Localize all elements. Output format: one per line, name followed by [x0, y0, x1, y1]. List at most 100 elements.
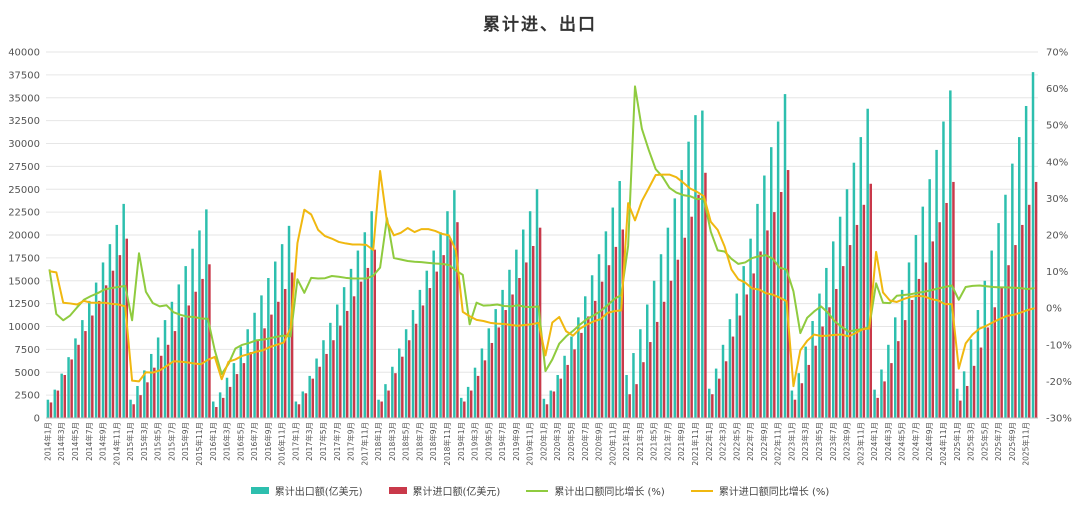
bar-import	[490, 342, 494, 418]
bar-import	[56, 390, 60, 418]
bar-import	[841, 266, 845, 418]
x-tick-label: 2024年5月	[897, 422, 907, 461]
bar-import	[1021, 224, 1024, 418]
legend-item-export-line[interactable]: 累计出口额同比增长 (%)	[526, 483, 665, 498]
y-right-tick-label: 70%	[1046, 48, 1068, 59]
x-tick-label: 2015年7月	[166, 422, 176, 461]
y-left-tick-label: 17500	[8, 253, 40, 264]
y-right-tick-label: -20%	[1046, 377, 1072, 388]
bar-import	[104, 285, 108, 418]
bar-export	[439, 232, 442, 418]
bar-export	[94, 282, 98, 418]
bar-export	[983, 280, 987, 418]
y-left-tick-label: 12500	[8, 299, 40, 310]
x-tick-label: 2018年11月	[442, 422, 452, 466]
bar-import	[208, 264, 211, 418]
bar-export	[790, 390, 794, 418]
bar-export	[639, 329, 642, 418]
bar-export	[322, 340, 325, 418]
bar-export	[466, 386, 470, 418]
bar-import	[938, 222, 941, 418]
bar-export	[473, 367, 477, 418]
bar-export	[308, 375, 311, 418]
bar-export	[74, 338, 77, 418]
bar-export	[115, 224, 119, 418]
bar-export	[143, 370, 146, 418]
bar-import	[883, 381, 886, 418]
bar-import	[332, 340, 335, 418]
bar-import	[903, 320, 907, 418]
y-left-tick-label: 37500	[8, 70, 40, 81]
x-tick-label: 2023年3月	[800, 422, 810, 461]
bar-export	[156, 337, 160, 418]
bar-export	[205, 209, 208, 418]
legend-item-import-line[interactable]: 累计进口额同比增长 (%)	[690, 483, 830, 498]
bar-import	[91, 315, 94, 418]
bar-import	[270, 314, 273, 418]
bar-import	[504, 310, 507, 418]
legend-item-export-bar[interactable]: 累计出口额(亿美元)	[250, 483, 363, 498]
bar-export	[198, 230, 201, 418]
bar-export	[990, 250, 993, 418]
bar-import	[442, 255, 445, 418]
x-tick-label: 2016年3月	[222, 422, 232, 461]
bar-export	[1031, 72, 1035, 418]
bar-export	[618, 181, 621, 418]
bar-import	[965, 385, 969, 418]
bar-import	[345, 310, 349, 418]
bar-export	[694, 115, 697, 418]
bar-export	[170, 301, 174, 418]
legend-label-import-line: 累计进口额同比增长 (%)	[718, 487, 830, 498]
bar-import	[311, 378, 315, 418]
x-tick-label: 2025年11月	[1021, 422, 1031, 466]
bar-import	[945, 202, 948, 418]
bar-import	[1027, 204, 1031, 418]
bar-export	[108, 244, 112, 418]
y-right-tick-label: 20%	[1046, 231, 1068, 242]
bar-export	[432, 250, 435, 418]
bar-export	[625, 374, 628, 418]
bar-import	[1014, 245, 1017, 418]
bar-import	[221, 397, 225, 418]
legend-swatch-export-bar	[250, 487, 269, 494]
x-tick-label: 2014年1月	[42, 422, 52, 461]
y-right-tick-label: 0%	[1046, 304, 1062, 315]
bar-import	[800, 383, 804, 418]
bar-export	[81, 320, 84, 418]
bar-export	[480, 348, 484, 418]
bar-export	[46, 399, 50, 418]
bar-export	[384, 384, 387, 418]
y-right-tick-label: 50%	[1046, 121, 1068, 132]
x-tick-label: 2023年11月	[855, 422, 865, 466]
bar-import	[752, 273, 755, 418]
x-tick-label: 2019年9月	[511, 422, 521, 461]
legend-item-import-bar[interactable]: 累计进口额(亿美元)	[388, 483, 500, 498]
bar-import	[97, 300, 101, 418]
bar-import	[263, 328, 266, 418]
x-tick-label: 2020年9月	[594, 422, 604, 461]
bar-import	[139, 395, 142, 418]
bar-import	[773, 212, 776, 418]
bar-import	[959, 400, 962, 418]
x-tick-label: 2025年9月	[1007, 422, 1017, 461]
y-left-tick-label: 0	[34, 414, 40, 425]
bar-import	[628, 394, 631, 418]
bar-import	[649, 342, 652, 418]
x-tick-label: 2015年9月	[180, 422, 190, 461]
bar-import	[573, 349, 576, 418]
y-left-tick-label: 15000	[8, 276, 40, 287]
bar-export	[632, 353, 635, 418]
y-left-tick-label: 5000	[15, 368, 40, 379]
bar-export	[749, 238, 752, 418]
bar-import	[63, 374, 67, 418]
bar-import	[380, 401, 383, 418]
bar-export	[101, 262, 105, 418]
bar-export	[232, 363, 236, 418]
chart-svg: 0 2500 5000 7500 10000 12500 15000 17500 20000 22…	[8, 48, 1072, 466]
bar-export	[949, 90, 952, 419]
bar-import	[401, 356, 404, 418]
bar-import	[897, 341, 900, 418]
bar-import	[821, 326, 824, 418]
bar-import	[580, 332, 583, 418]
bar-import	[421, 305, 425, 418]
